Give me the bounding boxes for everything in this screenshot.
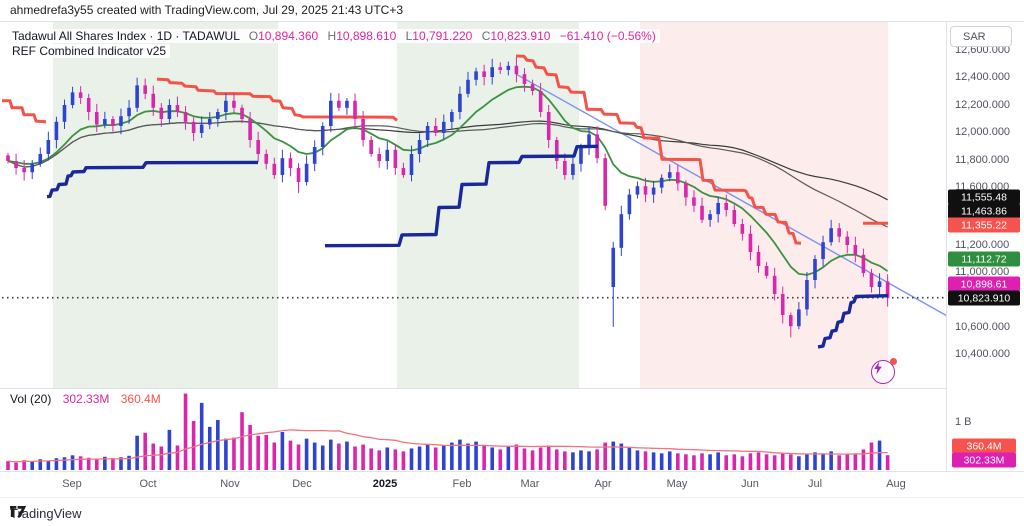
price-level-badge: 11,355.22 — [948, 217, 1020, 233]
high-key: H — [327, 29, 337, 43]
bottom-bar: TradingView — [0, 497, 1024, 526]
volume-ma-line — [7, 429, 888, 463]
open-value: 10,894.360 — [258, 29, 319, 43]
indicator-legend[interactable]: REF Combined Indicator v25 — [8, 44, 171, 58]
price-level-badge: 10,823.910 — [948, 290, 1020, 306]
candles-layer — [6, 57, 890, 338]
time-axis[interactable]: Sep Oct Nov Dec 2025 Feb Mar Apr May Jun Jul Aug — [0, 471, 1024, 498]
price-level-badge: 10,898.61 — [948, 276, 1020, 292]
notification-dot — [890, 358, 897, 365]
price-level-badge: 11,555.48 — [948, 189, 1020, 205]
tradingview-logo[interactable]: TradingView — [10, 506, 82, 521]
month-tick-label[interactable]: Jul — [807, 478, 823, 490]
price-axis[interactable]: 12,600.000 12,400.000 12,200.000 12,000.000… — [946, 22, 1024, 471]
volume-pane[interactable] — [0, 388, 946, 471]
red-stop-line — [2, 99, 47, 124]
month-tick-label[interactable]: Nov — [220, 478, 240, 490]
volume-last-value: 302.33M — [62, 392, 110, 406]
tradingview-logo-icon — [10, 506, 27, 518]
month-tick-label[interactable]: 2025 — [372, 478, 398, 490]
price-tick-label: 12,400.000 — [955, 71, 1011, 83]
price-tick-label: 12,000.000 — [955, 126, 1011, 138]
month-tick-label[interactable]: Dec — [292, 478, 312, 490]
month-tick-label[interactable]: Oct — [139, 478, 157, 490]
volume-value-badge: 302.33M — [952, 452, 1016, 468]
slow-ma-line-2 — [7, 120, 888, 228]
background-band — [397, 22, 579, 388]
quick-actions-fab[interactable] — [871, 358, 897, 385]
price-tick-label: 12,600.000 — [955, 44, 1011, 56]
attribution-text: ahmedrefa3y55 created with TradingView.c… — [10, 3, 404, 17]
volume-value-badge: 360.4M — [952, 438, 1016, 454]
symbol-legend[interactable]: Tadawul All Shares Index · 1D · TADAWUL … — [8, 29, 660, 43]
change-value: −61.410 (−0.56%) — [559, 29, 656, 43]
volume-legend[interactable]: Vol (20) 302.33M 360.4M — [10, 392, 161, 406]
attribution-bar: ahmedrefa3y55 created with TradingView.c… — [0, 0, 1024, 22]
navy-stop-line — [324, 144, 599, 248]
price-tick-label: 11,200.000 — [955, 239, 1010, 251]
navy-stop-line — [817, 294, 889, 349]
close-key: C — [481, 29, 491, 43]
volume-bars-layer — [6, 393, 890, 470]
open-key: O — [248, 29, 259, 43]
low-key: L — [405, 29, 413, 43]
price-pane[interactable] — [0, 22, 946, 388]
pane-separator[interactable] — [0, 388, 946, 389]
red-stop-line — [156, 77, 398, 122]
chart-canvas[interactable] — [0, 22, 946, 471]
volume-axis-tick: 1 B — [955, 416, 972, 428]
volume-ma-value: 360.4M — [120, 392, 161, 406]
trend-line — [515, 73, 946, 317]
background-band — [640, 22, 888, 388]
month-tick-label[interactable]: Feb — [452, 478, 472, 490]
tradingview-logo-text: TradingView — [10, 506, 82, 521]
high-value: 10,898.610 — [336, 29, 397, 43]
price-level-badge: 11,463.86 — [948, 203, 1020, 219]
low-value: 10,791.220 — [412, 29, 473, 43]
price-tick-label: 10,600.000 — [955, 321, 1011, 333]
currency-toggle-button[interactable]: SAR — [950, 26, 1012, 47]
price-level-badge: 11,112.72 — [948, 251, 1020, 267]
month-tick-label[interactable]: May — [666, 478, 688, 490]
month-tick-label[interactable]: Sep — [62, 478, 82, 490]
price-tick-label: 11,000.000 — [955, 266, 1010, 278]
month-tick-label[interactable]: Aug — [886, 478, 906, 490]
background-band — [53, 22, 278, 388]
month-tick-label[interactable]: Apr — [594, 478, 612, 490]
price-tick-label: 10,400.000 — [955, 348, 1011, 360]
volume-label: Vol (20) — [10, 392, 52, 406]
green-ma-line — [7, 85, 889, 276]
price-tick-label: 12,200.000 — [955, 99, 1011, 111]
close-value: 10,823.910 — [490, 29, 551, 43]
month-tick-label[interactable]: Mar — [520, 478, 540, 490]
month-tick-label[interactable]: Jun — [741, 478, 759, 490]
navy-stop-line — [46, 160, 259, 199]
price-tick-label: 11,800.000 — [955, 154, 1010, 166]
indicator-name: REF Combined Indicator v25 — [12, 44, 167, 58]
symbol-title: Tadawul All Shares Index · 1D · TADAWUL — [12, 29, 240, 43]
red-stop-line — [515, 54, 802, 245]
